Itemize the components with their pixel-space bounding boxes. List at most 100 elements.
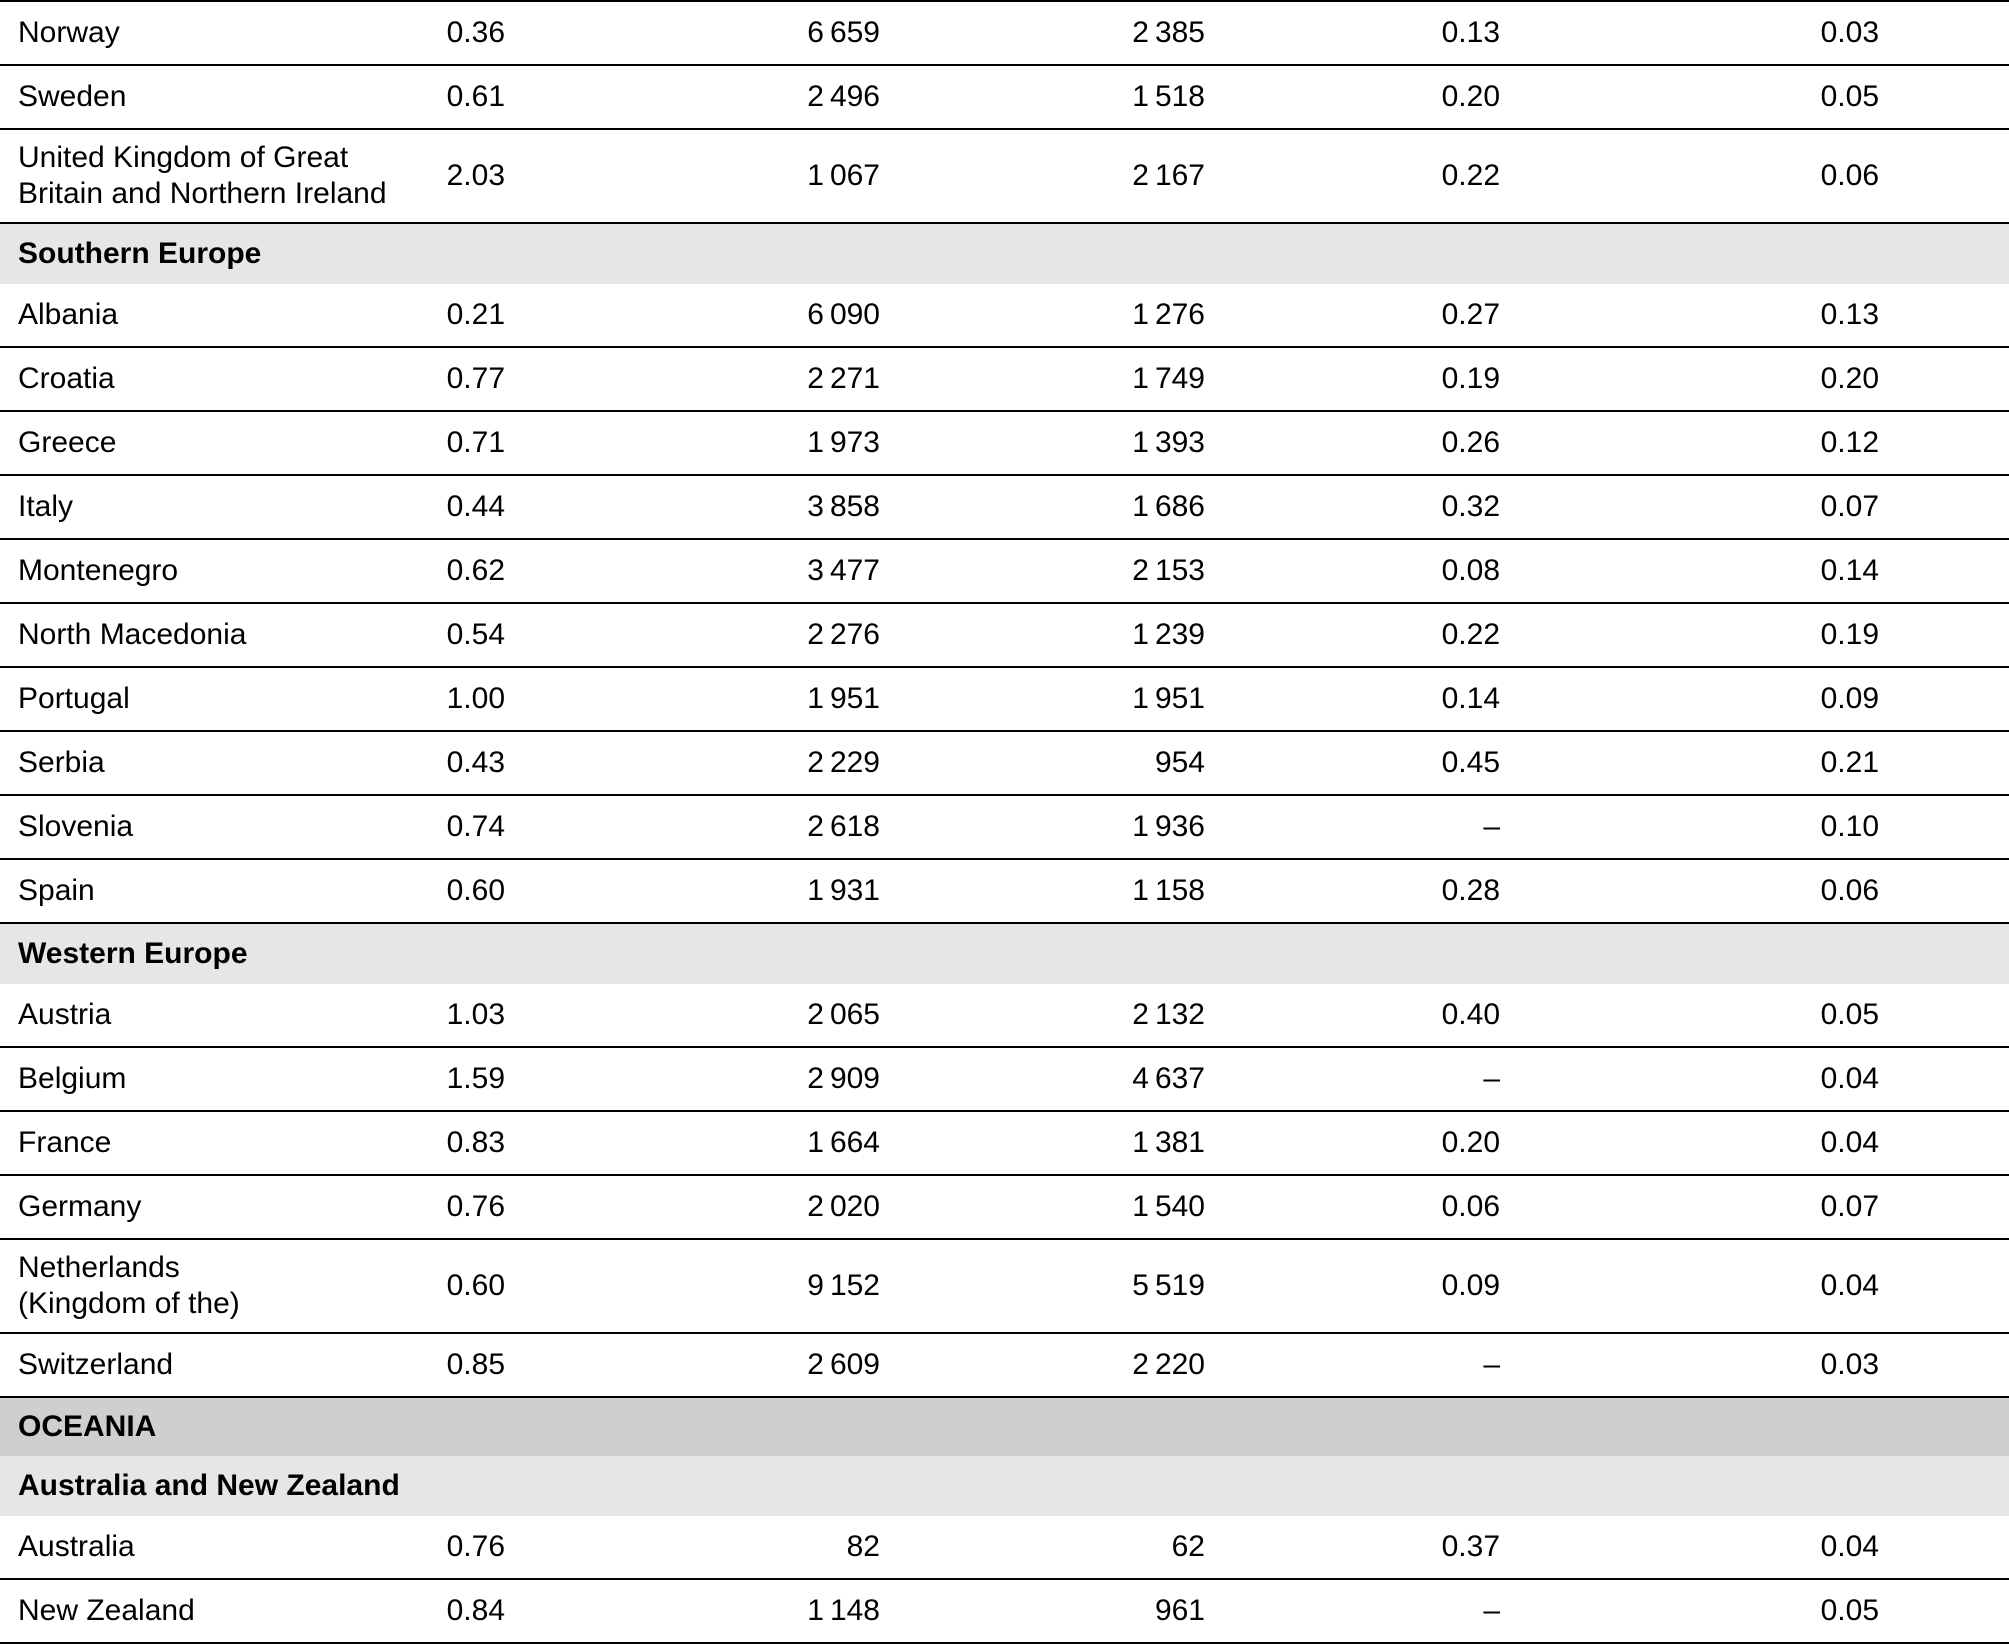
country-name: Slovenia: [0, 795, 410, 859]
value-cell: 0.06: [1650, 129, 2009, 223]
value-cell: 0.19: [1290, 347, 1650, 411]
value-cell: 0.04: [1650, 1047, 2009, 1111]
value-cell: 1 518: [965, 65, 1290, 129]
country-name: New Zealand: [0, 1579, 410, 1643]
value-cell: 0.60: [410, 1239, 625, 1333]
country-name: Portugal: [0, 667, 410, 731]
value-cell: 0.71: [410, 411, 625, 475]
subheader-label: Southern Europe: [0, 223, 2009, 284]
value-cell: 0.36: [410, 1, 625, 65]
value-cell: 954: [965, 731, 1290, 795]
value-cell: 0.06: [1650, 859, 2009, 923]
country-name: Australia: [0, 1516, 410, 1579]
table-row: New Zealand0.841 148961–0.05: [0, 1579, 2009, 1643]
country-name: Norway: [0, 1, 410, 65]
value-cell: 62: [965, 1516, 1290, 1579]
value-cell: 4 637: [965, 1047, 1290, 1111]
value-cell: 2 609: [625, 1333, 965, 1397]
value-cell: –: [1290, 1333, 1650, 1397]
value-cell: 5 519: [965, 1239, 1290, 1333]
stats-table: Norway0.366 6592 3850.130.03Sweden0.612 …: [0, 0, 2009, 1644]
value-cell: 1 664: [625, 1111, 965, 1175]
value-cell: 0.77: [410, 347, 625, 411]
value-cell: 0.19: [1650, 603, 2009, 667]
value-cell: 961: [965, 1579, 1290, 1643]
value-cell: 0.44: [410, 475, 625, 539]
value-cell: 3 477: [625, 539, 965, 603]
table-row: North Macedonia0.542 2761 2390.220.19: [0, 603, 2009, 667]
value-cell: 0.84: [410, 1579, 625, 1643]
table-row: Sweden0.612 4961 5180.200.05: [0, 65, 2009, 129]
value-cell: 0.37: [1290, 1516, 1650, 1579]
country-name: North Macedonia: [0, 603, 410, 667]
value-cell: 1 148: [625, 1579, 965, 1643]
table-row: Australia0.7682620.370.04: [0, 1516, 2009, 1579]
value-cell: 1 067: [625, 129, 965, 223]
country-name: United Kingdom of Great Britain and Nort…: [0, 129, 410, 223]
value-cell: 0.08: [1290, 539, 1650, 603]
value-cell: 0.26: [1290, 411, 1650, 475]
value-cell: 0.76: [410, 1175, 625, 1239]
value-cell: 2 229: [625, 731, 965, 795]
value-cell: 0.09: [1650, 667, 2009, 731]
value-cell: 0.22: [1290, 603, 1650, 667]
value-cell: 2 220: [965, 1333, 1290, 1397]
value-cell: 0.13: [1650, 284, 2009, 347]
country-name: Greece: [0, 411, 410, 475]
value-cell: 0.05: [1650, 1579, 2009, 1643]
table-row: Netherlands(Kingdom of the)0.609 1525 51…: [0, 1239, 2009, 1333]
country-name: Sweden: [0, 65, 410, 129]
value-cell: 1 951: [965, 667, 1290, 731]
value-cell: 0.14: [1290, 667, 1650, 731]
country-name: Albania: [0, 284, 410, 347]
value-cell: 0.07: [1650, 1175, 2009, 1239]
value-cell: 0.04: [1650, 1516, 2009, 1579]
table-row: Austria1.032 0652 1320.400.05: [0, 984, 2009, 1047]
country-name: Austria: [0, 984, 410, 1047]
value-cell: 2 132: [965, 984, 1290, 1047]
value-cell: 0.40: [1290, 984, 1650, 1047]
value-cell: 1 239: [965, 603, 1290, 667]
value-cell: 1 393: [965, 411, 1290, 475]
value-cell: –: [1290, 795, 1650, 859]
value-cell: 0.20: [1650, 347, 2009, 411]
country-name: Germany: [0, 1175, 410, 1239]
value-cell: 2 271: [625, 347, 965, 411]
value-cell: 1 749: [965, 347, 1290, 411]
value-cell: 0.61: [410, 65, 625, 129]
value-cell: 6 090: [625, 284, 965, 347]
value-cell: 0.14: [1650, 539, 2009, 603]
value-cell: 2.03: [410, 129, 625, 223]
value-cell: 0.06: [1290, 1175, 1650, 1239]
value-cell: 9 152: [625, 1239, 965, 1333]
subheader-label: Australia and New Zealand: [0, 1456, 2009, 1516]
value-cell: 2 167: [965, 129, 1290, 223]
value-cell: 1.03: [410, 984, 625, 1047]
value-cell: 0.76: [410, 1516, 625, 1579]
value-cell: 0.12: [1650, 411, 2009, 475]
value-cell: –: [1290, 1047, 1650, 1111]
value-cell: 0.20: [1290, 1111, 1650, 1175]
value-cell: 2 153: [965, 539, 1290, 603]
country-name: Belgium: [0, 1047, 410, 1111]
value-cell: 2 020: [625, 1175, 965, 1239]
country-name: Netherlands(Kingdom of the): [0, 1239, 410, 1333]
value-cell: 1 158: [965, 859, 1290, 923]
table-row: France0.831 6641 3810.200.04: [0, 1111, 2009, 1175]
value-cell: 0.03: [1650, 1333, 2009, 1397]
value-cell: –: [1290, 1579, 1650, 1643]
country-name: Montenegro: [0, 539, 410, 603]
value-cell: 0.21: [1650, 731, 2009, 795]
majorheader-label: OCEANIA: [0, 1397, 2009, 1456]
table-row: Portugal1.001 9511 9510.140.09: [0, 667, 2009, 731]
value-cell: 1 951: [625, 667, 965, 731]
country-name: Serbia: [0, 731, 410, 795]
value-cell: 0.07: [1650, 475, 2009, 539]
value-cell: 0.83: [410, 1111, 625, 1175]
value-cell: 2 496: [625, 65, 965, 129]
table-row: Germany0.762 0201 5400.060.07: [0, 1175, 2009, 1239]
table-row: Greece0.711 9731 3930.260.12: [0, 411, 2009, 475]
value-cell: 1 931: [625, 859, 965, 923]
value-cell: 0.27: [1290, 284, 1650, 347]
value-cell: 1 686: [965, 475, 1290, 539]
